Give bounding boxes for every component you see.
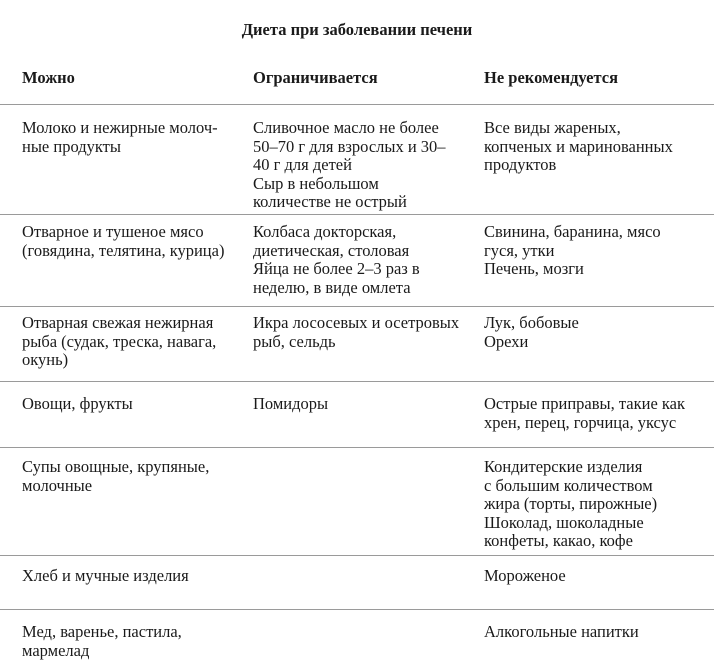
header-not-recommended: Не рекомендуется (484, 68, 619, 87)
cell-text-line: Мед, варенье, пастила, (22, 622, 182, 641)
cell-text-line: молочные (22, 475, 93, 495)
cell-not-recommended: Свинина, баранина, мясо гуся, утки Печень,… (484, 222, 709, 279)
cell-text-line: рыб, сельдь (253, 331, 336, 351)
row-divider (0, 447, 714, 448)
cell-allowed: Мед, варенье, пастила, мармелад (22, 622, 247, 660)
cell-allowed: Отварная свежая нежирная рыба (судак, тре… (22, 313, 247, 370)
cell-text-line: Икра лососевых и осетровых (253, 313, 460, 332)
row-divider (0, 306, 714, 307)
cell-text-line: с большим количеством (484, 475, 653, 495)
cell-not-recommended: Лук, бобовые Орехи (484, 313, 709, 351)
row-divider (0, 555, 714, 556)
cell-allowed: Молоко и нежирные молоч-ные продукты (22, 118, 247, 156)
cell-allowed: Хлеб и мучные изделия (22, 566, 247, 586)
cell-text-line: неделю, в виде омлета (253, 277, 411, 297)
cell-text-line: продуктов (484, 155, 557, 174)
cell-text-line: ные продукты (22, 136, 121, 156)
cell-text-line: (говядина, телятина, курица) (22, 240, 225, 260)
cell-text-line: 50–70 г для взрослых и 30– (253, 136, 446, 156)
cell-limited: Сливочное масло не более 50–70 г для взро… (253, 118, 478, 212)
cell-text-line: жира (торты, пирожные) (484, 494, 658, 513)
cell-allowed: Отварное и тушеное мясо (говядина, теляти… (22, 222, 247, 260)
cell-text-line: Сливочное масло не более (253, 118, 439, 137)
cell-not-recommended: Все виды жареных, копченых и маринованных… (484, 118, 709, 175)
cell-text-line: Мороженое (484, 566, 566, 585)
cell-text-line: Супы овощные, крупяные, (22, 457, 210, 476)
cell-text-line: Сыр в небольшом (253, 173, 379, 193)
cell-text-line: Овощи, фрукты (22, 394, 133, 413)
cell-text-line: Алкогольные напитки (484, 622, 639, 641)
cell-text-line: рыба (судак, треска, навага, (22, 331, 217, 351)
cell-text-line: Все виды жареных, (484, 118, 621, 137)
cell-text-line: Помидоры (253, 394, 329, 413)
cell-text-line: количестве не острый (253, 192, 407, 211)
cell-limited: Колбаса докторская, диетическая, столовая… (253, 222, 478, 297)
cell-not-recommended: Алкогольные напитки (484, 622, 709, 642)
row-divider (0, 381, 714, 382)
cell-text-line: хрен, перец, горчица, уксус (484, 412, 677, 432)
cell-text-line: мармелад (22, 640, 90, 660)
cell-text-line: 40 г для детей (253, 155, 352, 174)
cell-not-recommended: Мороженое (484, 566, 709, 586)
table-title: Диета при заболевании печени (241, 20, 473, 39)
cell-text-line: Хлеб и мучные изделия (22, 566, 189, 585)
cell-limited: Икра лососевых и осетровых рыб, сельдь (253, 313, 478, 351)
table-header: Можно Ограничивается Не рекомендуется (0, 68, 714, 105)
cell-text-line: Отварная свежая нежирная (22, 313, 214, 332)
cell-text-line: Лук, бобовые (484, 313, 579, 332)
cell-text-line: Шоколад, шоколадные (484, 512, 644, 532)
cell-text-line: Печень, мозги (484, 259, 584, 278)
cell-text-line: Острые приправы, такие как (484, 394, 686, 413)
cell-allowed: Супы овощные, крупяные, молочные (22, 457, 247, 495)
cell-not-recommended: Острые приправы, такие как хрен, перец, г… (484, 394, 709, 432)
cell-text-line: конфеты, какао, кофе (484, 531, 633, 550)
cell-allowed: Овощи, фрукты (22, 394, 247, 414)
cell-text-line: окунь) (22, 350, 69, 369)
cell-text-line: Колбаса докторская, (253, 222, 397, 241)
header-allowed: Можно (22, 68, 75, 87)
cell-text-line: Молоко и нежирные молоч- (22, 118, 218, 137)
row-divider (0, 609, 714, 610)
cell-not-recommended: Кондитерские изделия с большим количество… (484, 457, 709, 551)
cell-text-line: Кондитерские изделия (484, 457, 643, 476)
cell-text-line: диетическая, столовая (253, 240, 410, 260)
row-divider (0, 214, 714, 215)
cell-text-line: Свинина, баранина, мясо (484, 222, 661, 241)
cell-text-line: Отварное и тушеное мясо (22, 222, 204, 241)
cell-text-line: Орехи (484, 331, 529, 351)
cell-text-line: гуся, утки (484, 240, 555, 260)
cell-limited: Помидоры (253, 394, 478, 414)
header-limited: Ограничивается (253, 68, 378, 87)
cell-text-line: Яйца не более 2–3 раз в (253, 259, 420, 278)
cell-text-line: копченых и маринованных (484, 136, 673, 156)
